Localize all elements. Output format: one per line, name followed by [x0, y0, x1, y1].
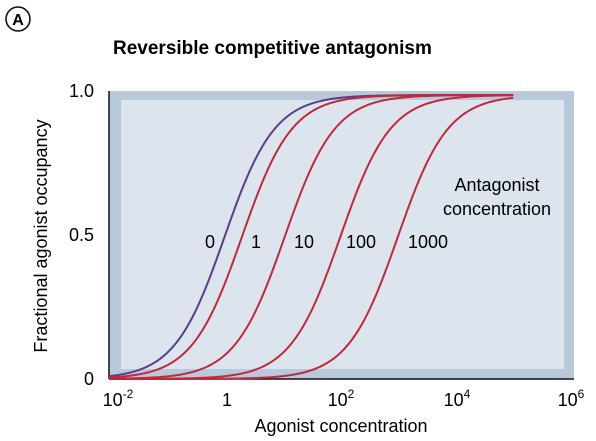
plot-area — [121, 100, 564, 369]
series-label-1000: 1000 — [408, 232, 448, 252]
y-tick-label: 1.0 — [69, 81, 94, 101]
x-tick-label: 10-2 — [103, 387, 134, 410]
series-label-100: 100 — [346, 232, 376, 252]
annotation-line-2: concentration — [443, 199, 551, 219]
series-labels: 0 1 10 100 1000 — [205, 232, 448, 252]
series-label-1: 1 — [251, 232, 261, 252]
y-axis-label: Fractional agonist occupancy — [31, 119, 51, 352]
y-tick-label: 0 — [84, 369, 94, 389]
series-lines — [108, 94, 514, 380]
panel-letter: A — [12, 12, 24, 29]
y-tick-label: 0.5 — [69, 225, 94, 245]
x-tick-label: 106 — [558, 387, 585, 410]
series-line-1000 — [109, 96, 514, 380]
series-line-10 — [108, 94, 514, 380]
panel-badge-circle — [5, 6, 31, 32]
x-tick-label: 102 — [328, 387, 355, 410]
annotation-line-1: Antagonist — [454, 175, 539, 195]
panel-badge: A — [5, 6, 31, 32]
x-tick-label: 1 — [222, 390, 232, 410]
series-label-10: 10 — [294, 232, 314, 252]
x-tick-labels: 10-2 1 102 104 106 — [103, 387, 585, 410]
series-label-0: 0 — [205, 232, 215, 252]
chart-title: Reversible competitive antagonism — [113, 38, 432, 59]
x-tick-label: 104 — [444, 387, 471, 410]
x-axis-label: Agonist concentration — [254, 416, 427, 436]
